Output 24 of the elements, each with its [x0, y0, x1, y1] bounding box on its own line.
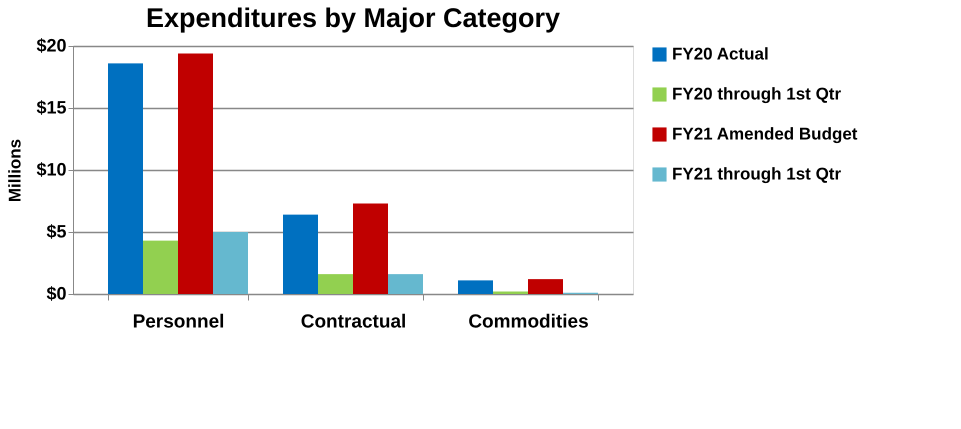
bar: [283, 214, 318, 294]
bar: [318, 274, 353, 294]
chart-title: Expenditures by Major Category: [146, 3, 560, 33]
bar: [213, 232, 248, 294]
bar: [528, 279, 563, 294]
bar: [388, 274, 423, 294]
y-tick-label: $0: [46, 284, 66, 304]
legend-label: FY21 Amended Budget: [672, 124, 858, 144]
bar: [108, 63, 143, 294]
x-tick-label: Personnel: [132, 312, 224, 332]
x-tick-label: Contractual: [300, 312, 406, 332]
y-tick-label: $15: [36, 98, 66, 118]
legend-label: FY21 through 1st Qtr: [672, 164, 842, 184]
bar: [143, 240, 178, 294]
y-tick-label: $10: [36, 160, 66, 180]
bar: [353, 203, 388, 294]
legend-label: FY20 Actual: [672, 44, 769, 64]
y-tick-label: $20: [36, 36, 66, 56]
legend-label: FY20 through 1st Qtr: [672, 84, 842, 104]
bar: [178, 53, 213, 294]
y-tick-label: $5: [46, 222, 66, 242]
bar: [458, 280, 493, 294]
y-axis-title: Millions: [5, 138, 24, 202]
x-tick-label: Commodities: [468, 312, 589, 332]
